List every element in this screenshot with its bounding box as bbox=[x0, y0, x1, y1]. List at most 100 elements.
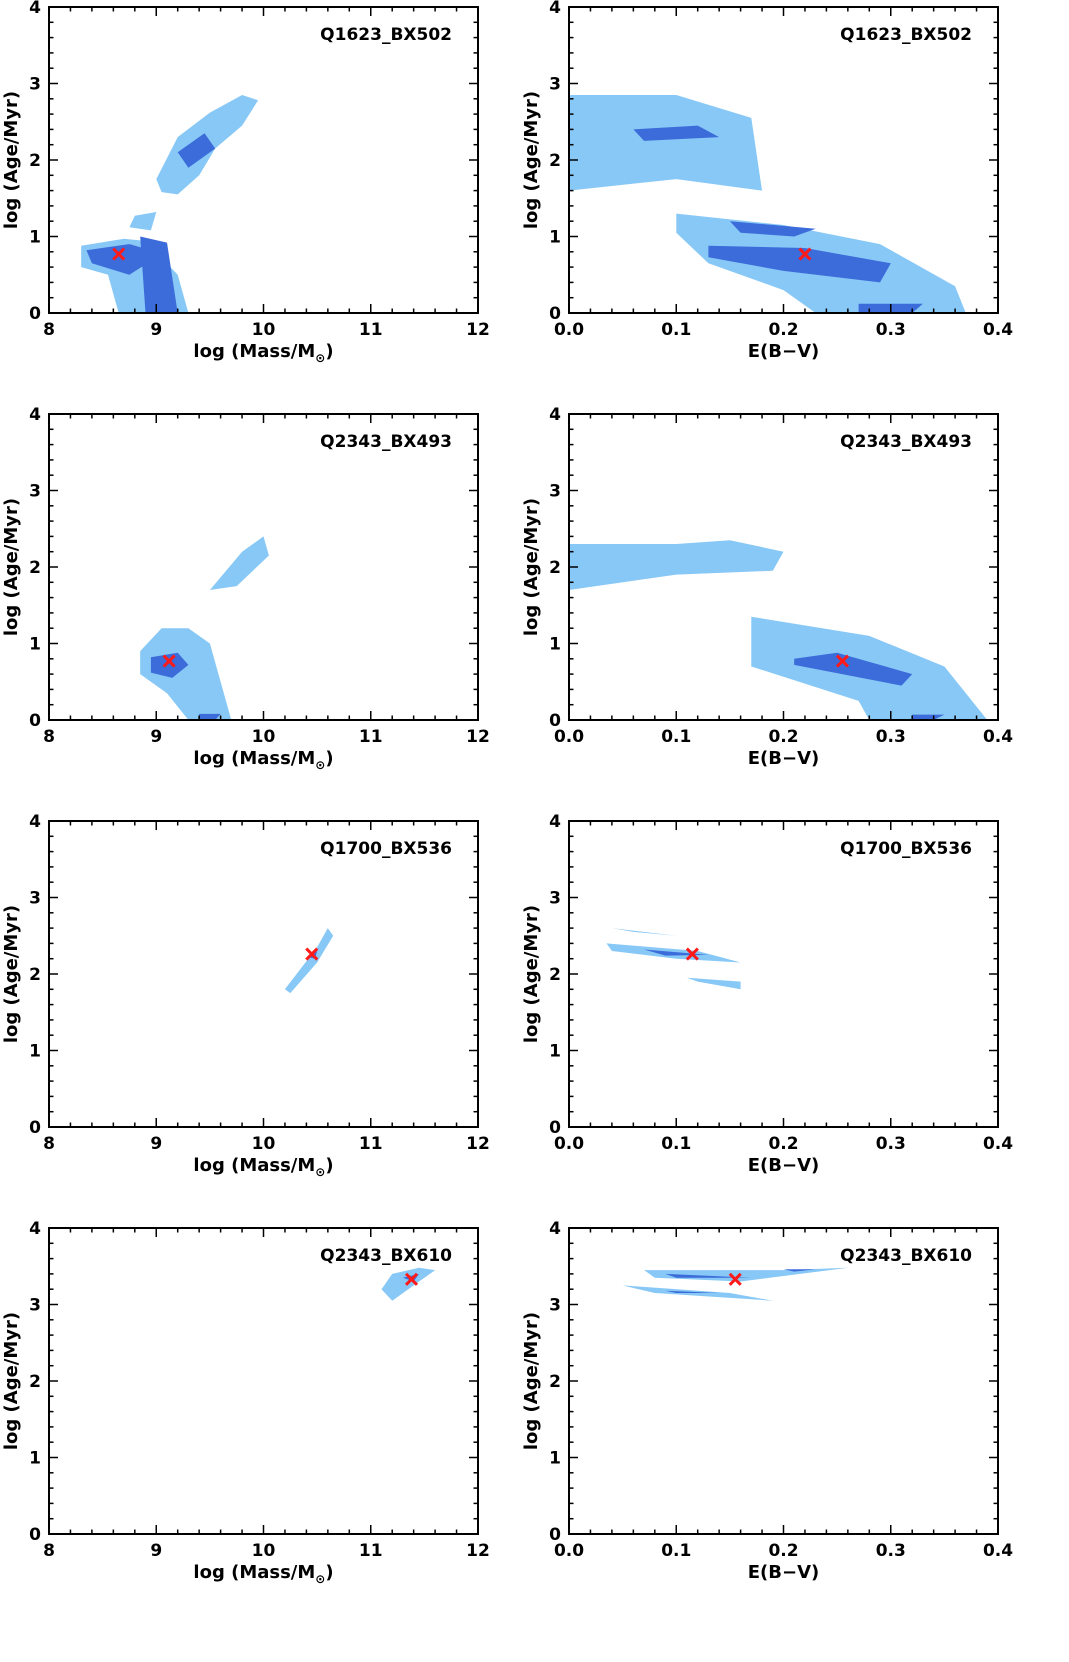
x-tick-label: 10 bbox=[252, 1134, 276, 1154]
y-tick-label: 1 bbox=[549, 1042, 561, 1062]
x-tick-label: 0.0 bbox=[554, 1134, 584, 1154]
y-tick-label: 1 bbox=[29, 1042, 41, 1062]
x-axis-label: log (Mass/M⊙) bbox=[193, 1155, 333, 1179]
x-tick-label: 0.1 bbox=[661, 727, 691, 747]
confidence-region-95 bbox=[129, 212, 157, 231]
x-tick-label: 12 bbox=[466, 320, 490, 340]
y-axis-label: log (Age/Myr) bbox=[521, 498, 542, 636]
y-tick-label: 2 bbox=[29, 151, 41, 171]
y-tick-label: 2 bbox=[549, 1372, 561, 1392]
y-tick-label: 1 bbox=[29, 635, 41, 655]
y-tick-label: 3 bbox=[549, 889, 561, 909]
y-tick-label: 2 bbox=[29, 965, 41, 985]
y-tick-label: 0 bbox=[29, 1525, 41, 1545]
x-tick-label: 8 bbox=[43, 1541, 55, 1561]
y-tick-label: 1 bbox=[549, 635, 561, 655]
confidence-region-68 bbox=[150, 652, 189, 678]
contour-panel: 0.0 0.1 0.2 0.3 0.4 0 1 2 3 4 E(B−V) log (Age/Myr) Q… bbox=[521, 1219, 1013, 1583]
y-tick-label: 3 bbox=[29, 482, 41, 502]
x-tick-label: 8 bbox=[43, 1134, 55, 1154]
x-tick-label: 0.1 bbox=[661, 320, 691, 340]
object-name-label: Q1623_BX502 bbox=[320, 25, 452, 45]
x-tick-label: 10 bbox=[252, 320, 276, 340]
y-tick-label: 2 bbox=[549, 965, 561, 985]
y-tick-label: 0 bbox=[29, 711, 41, 731]
y-tick-label: 4 bbox=[549, 812, 561, 832]
x-tick-label: 0.3 bbox=[876, 727, 906, 747]
best-fit-marker bbox=[305, 947, 319, 961]
plot-frame bbox=[48, 820, 479, 1128]
x-tick-label: 12 bbox=[466, 727, 490, 747]
y-tick-label: 2 bbox=[29, 558, 41, 578]
y-tick-label: 1 bbox=[29, 1449, 41, 1469]
best-fit-marker bbox=[685, 947, 699, 961]
confidence-region-68 bbox=[177, 133, 216, 168]
y-tick-label: 4 bbox=[549, 0, 561, 18]
y-tick-label: 4 bbox=[29, 0, 41, 18]
confidence-region-68 bbox=[729, 221, 816, 237]
confidence-region-68 bbox=[140, 236, 178, 313]
best-fit-marker bbox=[404, 1272, 419, 1286]
x-axis-label: E(B−V) bbox=[748, 748, 819, 769]
y-tick-label: 3 bbox=[549, 1296, 561, 1316]
x-tick-label: 0.1 bbox=[661, 1541, 691, 1561]
y-axis-label: log (Age/Myr) bbox=[1, 91, 22, 229]
best-fit-marker bbox=[728, 1272, 742, 1286]
confidence-region-95 bbox=[622, 1285, 773, 1301]
y-tick-label: 3 bbox=[549, 75, 561, 95]
y-tick-label: 4 bbox=[29, 1219, 41, 1239]
confidence-region-68 bbox=[912, 714, 945, 720]
y-tick-label: 2 bbox=[549, 558, 561, 578]
y-axis-label: log (Age/Myr) bbox=[521, 91, 542, 229]
best-fit-marker bbox=[835, 654, 850, 668]
x-axis-label: E(B−V) bbox=[748, 1562, 819, 1583]
x-tick-label: 0.3 bbox=[876, 1541, 906, 1561]
confidence-region-68 bbox=[794, 652, 913, 686]
x-tick-label: 0.4 bbox=[983, 727, 1013, 747]
y-axis-label: log (Age/Myr) bbox=[1, 1312, 22, 1450]
x-tick-label: 0.0 bbox=[554, 727, 584, 747]
x-tick-label: 11 bbox=[359, 1541, 383, 1561]
y-tick-label: 3 bbox=[549, 482, 561, 502]
x-tick-label: 0.4 bbox=[983, 1541, 1013, 1561]
x-tick-label: 0.0 bbox=[554, 320, 584, 340]
y-tick-label: 0 bbox=[549, 1118, 561, 1138]
best-fit-marker bbox=[162, 654, 176, 668]
y-axis-label: log (Age/Myr) bbox=[1, 498, 22, 636]
object-name-label: Q2343_BX610 bbox=[320, 1246, 452, 1266]
plot-frame bbox=[48, 413, 479, 721]
x-tick-label: 8 bbox=[43, 727, 55, 747]
y-tick-label: 4 bbox=[29, 405, 41, 425]
x-tick-label: 0.1 bbox=[661, 1134, 691, 1154]
y-tick-label: 4 bbox=[29, 812, 41, 832]
y-tick-label: 0 bbox=[549, 1525, 561, 1545]
y-tick-label: 1 bbox=[549, 228, 561, 248]
x-tick-label: 8 bbox=[43, 320, 55, 340]
x-tick-label: 9 bbox=[150, 727, 162, 747]
y-tick-label: 0 bbox=[549, 304, 561, 324]
object-name-label: Q2343_BX493 bbox=[320, 432, 452, 452]
x-tick-label: 11 bbox=[359, 1134, 383, 1154]
contour-panel: 0.0 0.1 0.2 0.3 0.4 0 1 2 3 4 E(B−V) log (Age/Myr) Q… bbox=[521, 0, 1013, 362]
object-name-label: Q1700_BX536 bbox=[840, 839, 972, 859]
confidence-region-95 bbox=[569, 95, 762, 191]
confidence-region-68 bbox=[86, 244, 151, 275]
plot-frame bbox=[568, 820, 999, 1128]
best-fit-marker bbox=[112, 247, 126, 261]
x-tick-label: 12 bbox=[466, 1541, 490, 1561]
y-tick-label: 0 bbox=[29, 1118, 41, 1138]
x-axis-label: E(B−V) bbox=[748, 341, 819, 362]
x-tick-label: 0.2 bbox=[768, 1541, 798, 1561]
x-tick-label: 11 bbox=[359, 727, 383, 747]
x-tick-label: 0.2 bbox=[768, 320, 798, 340]
object-name-label: Q1623_BX502 bbox=[840, 25, 972, 45]
y-axis-label: log (Age/Myr) bbox=[521, 905, 542, 1043]
confidence-region-95 bbox=[687, 977, 741, 990]
x-axis-label: log (Mass/M⊙) bbox=[193, 748, 333, 772]
confidence-region-95 bbox=[569, 540, 784, 590]
x-tick-label: 0.3 bbox=[876, 320, 906, 340]
confidence-region-95 bbox=[284, 928, 334, 994]
x-tick-label: 0.2 bbox=[768, 727, 798, 747]
